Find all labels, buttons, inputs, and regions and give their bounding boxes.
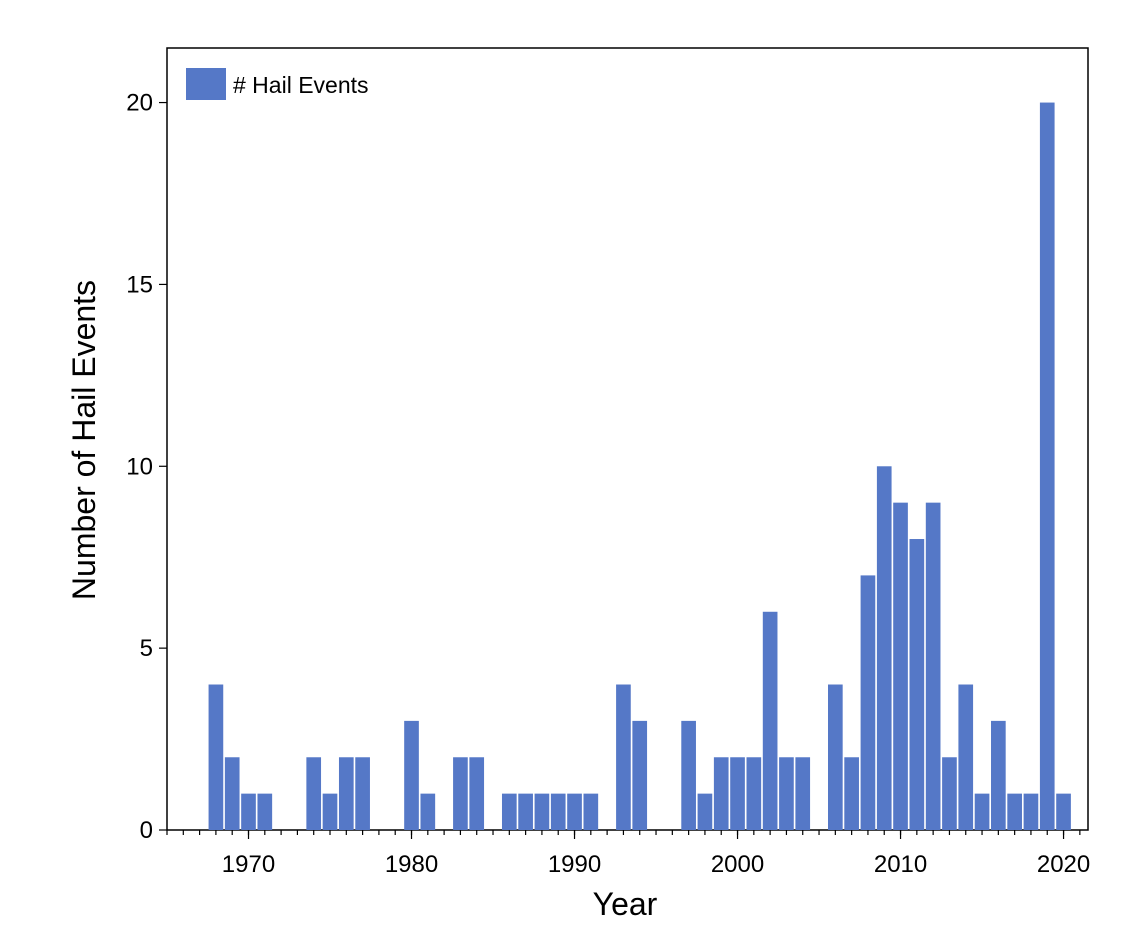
y-tick-label: 5 (140, 635, 153, 662)
y-tick-label: 20 (126, 90, 153, 117)
bar-1987 (518, 793, 533, 830)
x-axis-title: Year (593, 886, 658, 922)
y-tick-label: 10 (126, 453, 153, 480)
bar-2020 (1056, 793, 1071, 830)
bar-2015 (974, 793, 990, 830)
y-tick-label: 15 (126, 271, 153, 298)
legend: # Hail Events (186, 68, 369, 100)
bar-2010 (893, 502, 908, 830)
bar-1989 (550, 793, 566, 830)
bar-2000 (730, 757, 745, 830)
bar-1997 (681, 720, 696, 830)
bar-1971 (257, 793, 273, 830)
bar-1991 (583, 793, 599, 830)
bar-2008 (860, 575, 876, 830)
bar-2012 (925, 502, 941, 830)
x-tick-label: 2020 (1037, 851, 1090, 878)
x-tick-label: 1980 (385, 851, 438, 878)
bars-group (208, 102, 1071, 830)
bar-2002 (762, 611, 778, 830)
x-axis-ticks: 1970 1980 1990 2000 2010 2020 (166, 830, 1090, 878)
bar-2013 (942, 757, 957, 830)
bar-2001 (746, 757, 762, 830)
bar-1969 (224, 757, 240, 830)
bar-1983 (453, 757, 468, 830)
bar-2014 (958, 684, 974, 830)
y-axis-ticks: 0 5 10 15 20 (126, 90, 167, 844)
x-tick-label: 1990 (548, 851, 601, 878)
bar-2006 (828, 684, 843, 830)
bar-1990 (567, 793, 582, 830)
x-tick-label: 2000 (711, 851, 764, 878)
bar-2009 (876, 466, 892, 830)
bar-1975 (322, 793, 338, 830)
bar-1968 (208, 684, 224, 830)
bar-1998 (697, 793, 713, 830)
bar-2019 (1039, 102, 1055, 830)
legend-swatch (186, 68, 226, 100)
bar-1977 (355, 757, 370, 830)
x-tick-label: 2010 (874, 851, 927, 878)
bar-1981 (420, 793, 436, 830)
bar-1980 (404, 720, 419, 830)
y-tick-label: 0 (140, 817, 153, 844)
bar-2018 (1023, 793, 1039, 830)
bar-1993 (616, 684, 631, 830)
bar-2017 (1007, 793, 1022, 830)
bar-1986 (501, 793, 517, 830)
bar-2007 (844, 757, 859, 830)
bar-1988 (534, 793, 550, 830)
bar-1984 (469, 757, 485, 830)
bar-2003 (779, 757, 794, 830)
bar-1974 (306, 757, 322, 830)
x-tick-label: 1970 (222, 851, 275, 878)
bar-2016 (991, 720, 1006, 830)
bar-1994 (632, 720, 648, 830)
bar-1976 (338, 757, 354, 830)
y-axis-title: Number of Hail Events (66, 280, 102, 600)
bar-2011 (909, 539, 925, 830)
bar-2004 (795, 757, 811, 830)
bar-1999 (713, 757, 729, 830)
legend-label: # Hail Events (233, 72, 369, 98)
bar-1970 (241, 793, 256, 830)
